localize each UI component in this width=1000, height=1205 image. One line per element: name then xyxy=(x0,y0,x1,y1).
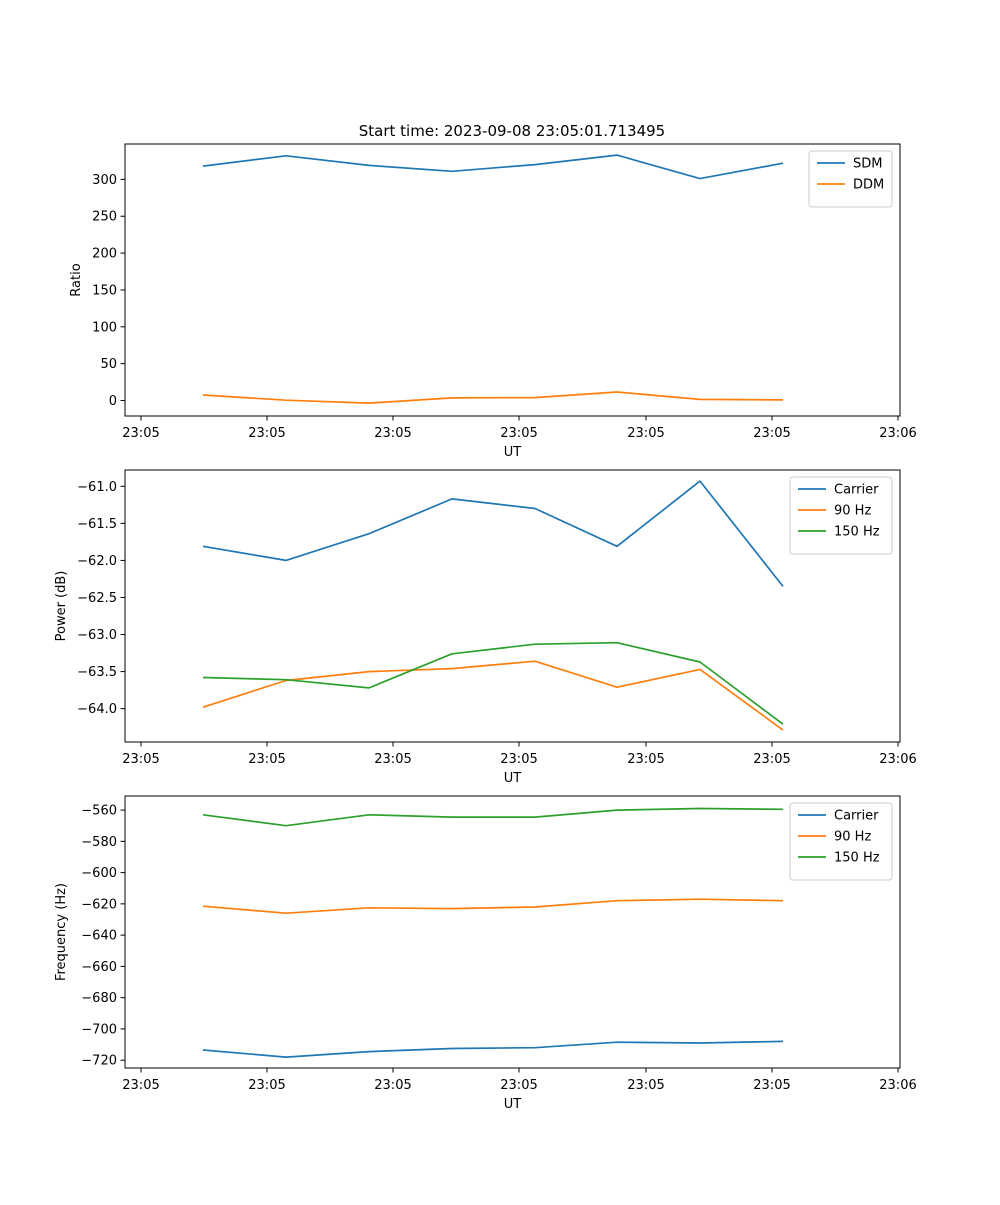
y-tick-label: 100 xyxy=(92,320,117,335)
x-tick-label: 23:05 xyxy=(122,752,159,767)
y-tick-label: −61.5 xyxy=(77,517,117,532)
y-tick-label: −660 xyxy=(81,960,117,975)
y-tick-label: −720 xyxy=(81,1054,117,1069)
y-tick-label: 50 xyxy=(100,357,117,372)
chart-panel-3: 23:05 23:05 23:05 23:05 23:05 23:05 23:06 −560 −… xyxy=(54,795,917,1112)
legend-label: 90 Hz xyxy=(834,504,871,519)
y-tick-label: −560 xyxy=(81,804,117,819)
chart-panel-1: 23:05 23:05 23:05 23:05 23:05 23:05 23:06 0 50 10… xyxy=(69,143,917,460)
x-tick-label: 23:05 xyxy=(500,1078,537,1093)
y-tick-label: 150 xyxy=(92,283,117,298)
x-tick-label: 23:05 xyxy=(248,1078,285,1093)
x-tick-label: 23:05 xyxy=(122,1078,159,1093)
x-tick-label: 23:05 xyxy=(500,752,537,767)
y-tick-label: −620 xyxy=(81,897,117,912)
y-tick-label: −600 xyxy=(81,866,117,881)
legend-label: 90 Hz xyxy=(834,830,871,845)
chart-panel-2: 23:05 23:05 23:05 23:05 23:05 23:05 23:06 −61.0… xyxy=(54,469,917,786)
y-tick-label: −700 xyxy=(81,1022,117,1037)
x-tick-label: 23:05 xyxy=(753,426,790,441)
y-tick-label: −62.0 xyxy=(77,554,117,569)
series-line-150-hz xyxy=(202,807,784,827)
x-tick-label: 23:05 xyxy=(374,426,411,441)
legend-label: DDM xyxy=(853,178,884,193)
y-tick-label: −64.0 xyxy=(77,702,117,717)
x-tick-label: 23:05 xyxy=(753,1078,790,1093)
x-tick-label: 23:06 xyxy=(879,752,916,767)
y-tick-label: −680 xyxy=(81,991,117,1006)
x-axis-label: UT xyxy=(504,771,522,786)
y-tick-label: −63.0 xyxy=(77,628,117,643)
series-line-carrier xyxy=(202,480,784,587)
series-line-sdm xyxy=(202,154,784,180)
legend-box xyxy=(789,802,893,881)
legend-label: Carrier xyxy=(834,809,879,824)
x-tick-label: 23:06 xyxy=(879,426,916,441)
y-tick-label: −63.5 xyxy=(77,665,117,680)
x-tick-label: 23:05 xyxy=(753,752,790,767)
x-tick-label: 23:05 xyxy=(374,752,411,767)
y-tick-label: 300 xyxy=(92,173,117,188)
x-axis-label: UT xyxy=(504,445,522,460)
x-tick-label: 23:05 xyxy=(627,752,664,767)
axes-frame xyxy=(124,469,901,743)
axes-frame xyxy=(124,143,901,417)
series-line-90-hz xyxy=(202,660,784,731)
y-tick-label: 250 xyxy=(92,210,117,225)
legend-label: 150 Hz xyxy=(834,851,880,866)
series-line-150-hz xyxy=(202,641,784,725)
axes-frame xyxy=(124,795,901,1069)
legend-box xyxy=(789,476,893,555)
x-tick-label: 23:05 xyxy=(500,426,537,441)
x-tick-label: 23:05 xyxy=(627,1078,664,1093)
y-tick-label: −580 xyxy=(81,835,117,850)
x-tick-label: 23:05 xyxy=(122,426,159,441)
legend-label: SDM xyxy=(853,157,882,172)
legend-label: 150 Hz xyxy=(834,525,880,540)
y-tick-label: −640 xyxy=(81,929,117,944)
y-tick-label: 0 xyxy=(109,394,117,409)
y-tick-label: −61.0 xyxy=(77,480,117,495)
y-axis-label: Ratio xyxy=(69,263,84,296)
series-line-90-hz xyxy=(202,898,784,915)
y-tick-label: −62.5 xyxy=(77,591,117,606)
series-line-ddm xyxy=(202,391,784,404)
figure-title: Start time: 2023-09-08 23:05:01.713495 xyxy=(359,122,665,140)
legend-label: Carrier xyxy=(834,483,879,498)
x-tick-label: 23:06 xyxy=(879,1078,916,1093)
x-tick-label: 23:05 xyxy=(627,426,664,441)
x-tick-label: 23:05 xyxy=(374,1078,411,1093)
series-line-carrier xyxy=(202,1040,784,1058)
y-tick-label: 200 xyxy=(92,247,117,262)
y-axis-label: Power (dB) xyxy=(54,571,69,642)
legend-box xyxy=(808,150,893,208)
x-tick-label: 23:05 xyxy=(248,752,285,767)
x-axis-label: UT xyxy=(504,1097,522,1112)
y-axis-label: Frequency (Hz) xyxy=(54,883,69,981)
x-tick-label: 23:05 xyxy=(248,426,285,441)
